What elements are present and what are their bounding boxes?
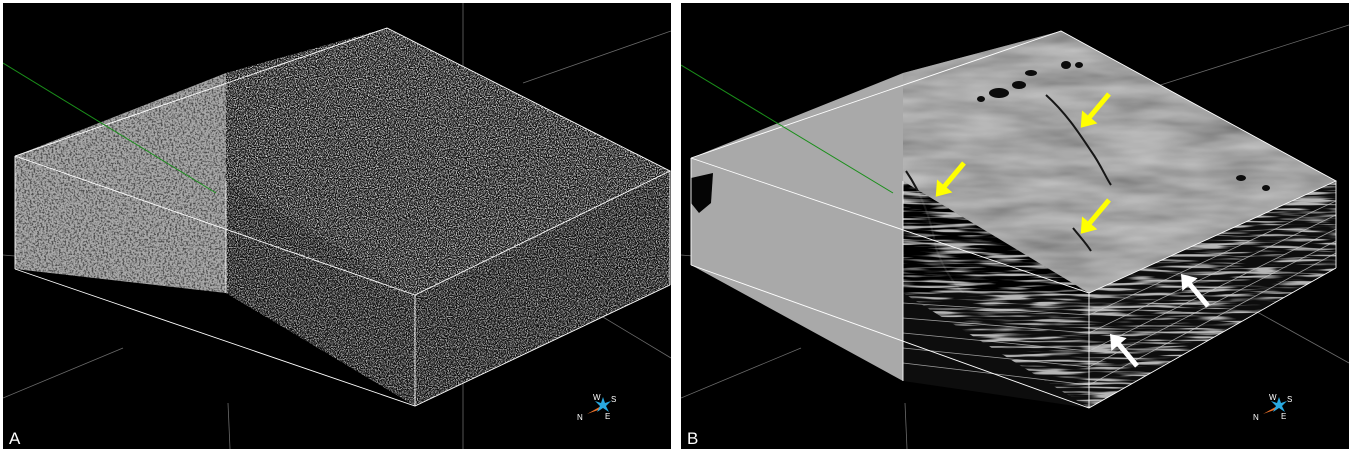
compass-south-label: S (611, 395, 616, 404)
volume-render-b: W S N E (681, 24, 1349, 449)
compass-east-label: E (605, 412, 610, 421)
dark-spots (977, 61, 1270, 191)
volume-render-a: W S N E (3, 3, 671, 449)
compass-south-label: S (1287, 395, 1292, 404)
compass-rose: W S N E (1253, 393, 1292, 422)
compass-star (595, 397, 611, 412)
yellow-arrow-1 (935, 161, 966, 197)
grid-line (1150, 24, 1349, 89)
white-arrow-2 (1110, 333, 1139, 368)
yellow-arrow-2 (1080, 92, 1111, 128)
yellow-arrow-3 (1080, 198, 1111, 234)
panel-label: A (9, 429, 21, 448)
compass-rose: W S N E (577, 393, 616, 422)
compass-east-label: E (1281, 412, 1286, 421)
compass-orange-needle (587, 405, 603, 414)
dark-edge-patch (691, 173, 713, 213)
compass-north-label: N (577, 413, 583, 422)
bounding-box (14, 27, 671, 407)
grid-line (3, 254, 16, 257)
compass-north-label: N (1253, 413, 1259, 422)
fault-line-3 (1072, 227, 1092, 252)
grid-line (3, 347, 124, 399)
gray-face (691, 73, 903, 381)
panel-a: W S N E A (3, 3, 671, 449)
compass-west-label: W (593, 393, 601, 402)
grid-line (681, 347, 802, 399)
white-arrow-1 (1181, 273, 1210, 308)
panel-label: B (687, 429, 699, 448)
compass-west-label: W (1269, 393, 1277, 402)
grid-line (1240, 302, 1349, 364)
grid-line (904, 402, 908, 449)
dark-speckle (15, 73, 226, 293)
compass-orange-needle (1263, 405, 1279, 414)
grid-line (522, 30, 671, 84)
panel-b: W S N E B (681, 3, 1349, 449)
fault-line-2 (1045, 94, 1112, 186)
green-axis-line (681, 64, 894, 194)
grid-line (227, 402, 231, 449)
bounding-box (690, 30, 1338, 409)
green-axis-line (3, 62, 217, 194)
compass-star (1271, 397, 1287, 412)
